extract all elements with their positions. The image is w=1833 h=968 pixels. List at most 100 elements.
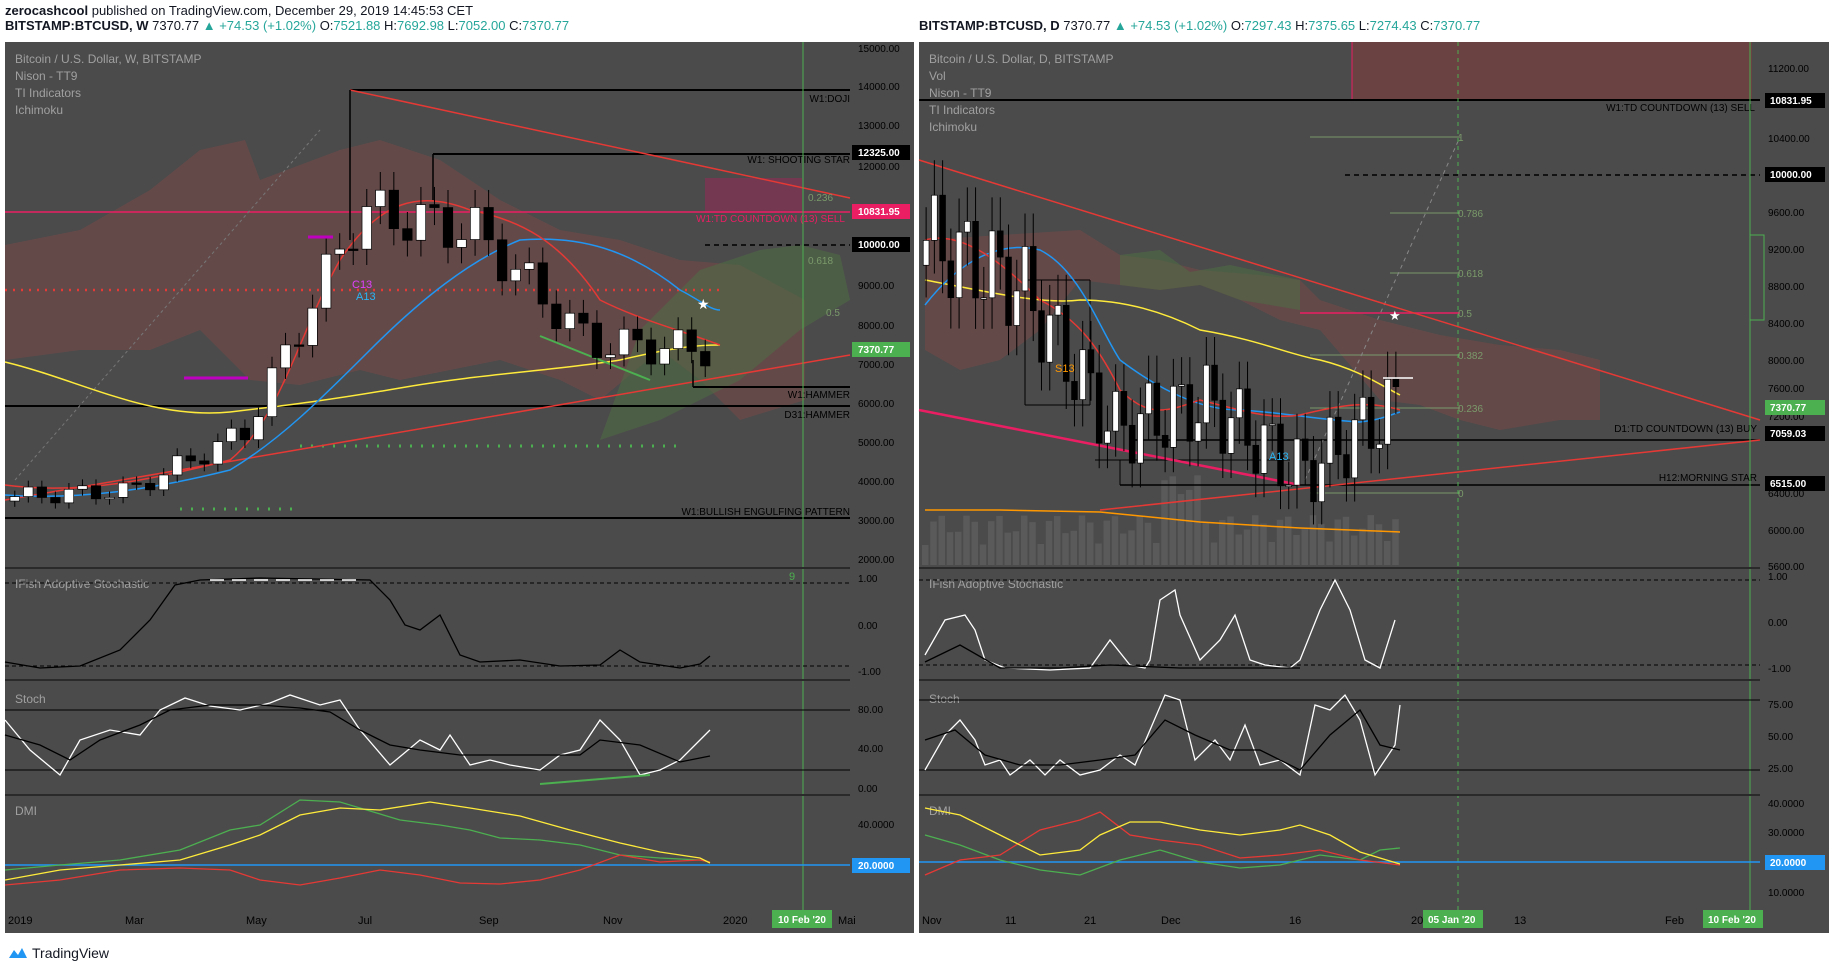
candle[interactable] xyxy=(1005,256,1012,326)
candle[interactable] xyxy=(388,189,399,230)
candle[interactable] xyxy=(212,441,223,465)
candle[interactable] xyxy=(578,312,589,324)
legend-nison[interactable]: Nison - TT9 xyxy=(929,86,992,100)
right-price-axis[interactable]: 11200.00 10400.00 9600.00 9200.00 8800.0… xyxy=(1765,64,1825,899)
candle[interactable] xyxy=(104,496,115,500)
candle[interactable] xyxy=(1145,382,1152,415)
candle[interactable] xyxy=(1384,378,1391,445)
candle[interactable] xyxy=(1013,290,1021,326)
candle[interactable] xyxy=(348,248,359,251)
candle[interactable] xyxy=(1046,314,1053,363)
author-name[interactable]: zerocashcool xyxy=(5,3,89,18)
candle[interactable] xyxy=(1236,388,1243,419)
candle[interactable] xyxy=(293,344,305,347)
ifish-title[interactable]: IFish Adoptive Stochastic xyxy=(929,577,1063,591)
candle[interactable] xyxy=(158,474,169,491)
legend-ti[interactable]: TI Indicators xyxy=(15,86,81,100)
candle[interactable] xyxy=(632,328,643,341)
candle[interactable] xyxy=(1104,430,1111,444)
left-candles[interactable] xyxy=(9,171,711,509)
left-time-axis[interactable]: 2019 Mar May Jul Sep Nov 2020 Mai 10 Feb… xyxy=(8,910,856,928)
candle[interactable] xyxy=(172,455,183,476)
candle[interactable] xyxy=(90,485,102,500)
candle[interactable] xyxy=(375,189,386,207)
candle[interactable] xyxy=(1351,419,1358,479)
candle[interactable] xyxy=(1095,372,1103,444)
candle[interactable] xyxy=(618,328,630,356)
candle[interactable] xyxy=(23,486,34,497)
ifish-title[interactable]: IFish Adoptive Stochastic xyxy=(15,577,149,591)
candle[interactable] xyxy=(1079,349,1086,400)
candle[interactable] xyxy=(226,427,237,443)
candle[interactable] xyxy=(266,367,278,418)
candle[interactable] xyxy=(931,194,938,241)
legend-ti[interactable]: TI Indicators xyxy=(929,103,995,117)
stoch-title[interactable]: Stoch xyxy=(15,692,46,706)
candle[interactable] xyxy=(1120,391,1128,426)
candle[interactable] xyxy=(50,497,61,504)
candle[interactable] xyxy=(1359,396,1367,421)
candle[interactable] xyxy=(239,427,251,441)
candle[interactable] xyxy=(922,240,930,266)
candle[interactable] xyxy=(1161,434,1169,448)
candle[interactable] xyxy=(980,297,988,300)
candle[interactable] xyxy=(253,416,264,441)
candle[interactable] xyxy=(1367,396,1375,449)
candle[interactable] xyxy=(955,231,963,299)
candle[interactable] xyxy=(497,239,508,282)
candle[interactable] xyxy=(1170,385,1177,448)
candle[interactable] xyxy=(131,482,142,485)
candle[interactable] xyxy=(1293,438,1301,486)
candle[interactable] xyxy=(947,260,955,299)
candle[interactable] xyxy=(307,307,318,346)
candle[interactable] xyxy=(1318,462,1325,503)
candle[interactable] xyxy=(564,312,575,329)
candle[interactable] xyxy=(77,485,88,490)
candle[interactable] xyxy=(63,488,75,504)
fibonacci-retracement[interactable]: 1 0.786 0.618 0.5 0.382 0.236 0 xyxy=(1300,133,1483,500)
candle[interactable] xyxy=(645,339,657,365)
legend-ichimoku[interactable]: Ichimoku xyxy=(15,103,63,117)
legend-nison[interactable]: Nison - TT9 xyxy=(15,69,78,83)
candle[interactable] xyxy=(1301,438,1309,461)
candle[interactable] xyxy=(1194,422,1202,442)
candle[interactable] xyxy=(442,207,454,248)
candle[interactable] xyxy=(1153,382,1161,436)
candle[interactable] xyxy=(1211,364,1218,401)
stoch-title[interactable]: Stoch xyxy=(929,692,960,706)
candle[interactable] xyxy=(591,322,603,358)
candle[interactable] xyxy=(1137,413,1144,464)
legend-vol[interactable]: Vol xyxy=(929,69,946,83)
candle[interactable] xyxy=(1244,388,1251,446)
candle[interactable] xyxy=(334,248,345,255)
right-chart[interactable]: 1 0.786 0.618 0.5 0.382 0.236 0 ★ W1:TD … xyxy=(918,42,1829,933)
candle[interactable] xyxy=(510,268,521,282)
candle[interactable] xyxy=(1376,443,1383,449)
candle[interactable] xyxy=(402,228,413,241)
candle[interactable] xyxy=(1030,246,1037,312)
candle[interactable] xyxy=(9,496,20,502)
candle[interactable] xyxy=(551,303,562,329)
candle[interactable] xyxy=(1269,423,1276,426)
candle[interactable] xyxy=(997,230,1004,258)
legend-symbol[interactable]: Bitcoin / U.S. Dollar, D, BITSTAMP xyxy=(929,52,1114,66)
candle[interactable] xyxy=(605,354,616,358)
candle[interactable] xyxy=(1186,384,1194,442)
candle[interactable] xyxy=(1219,399,1227,454)
candle[interactable] xyxy=(1203,364,1210,424)
candle[interactable] xyxy=(1021,246,1029,292)
candle[interactable] xyxy=(1310,460,1317,503)
candle[interactable] xyxy=(456,239,467,248)
candle[interactable] xyxy=(469,207,481,240)
candle[interactable] xyxy=(1178,384,1185,387)
tradingview-logo[interactable]: TradingView xyxy=(8,945,109,961)
right-candles[interactable] xyxy=(922,160,1400,525)
candle[interactable] xyxy=(415,204,427,241)
candle[interactable] xyxy=(1128,424,1136,464)
left-chart[interactable]: ★ W1:DOJI W1: SHOOTING STAR W1:TD COUNTD… xyxy=(4,42,914,933)
legend-symbol[interactable]: Bitcoin / U.S. Dollar, W, BITSTAMP xyxy=(15,52,202,66)
left-price-axis[interactable]: 15000.00 14000.00 13000.00 12000.00 9000… xyxy=(852,44,910,873)
candle[interactable] xyxy=(1062,305,1070,382)
candle[interactable] xyxy=(673,329,684,349)
candle[interactable] xyxy=(1071,381,1078,400)
